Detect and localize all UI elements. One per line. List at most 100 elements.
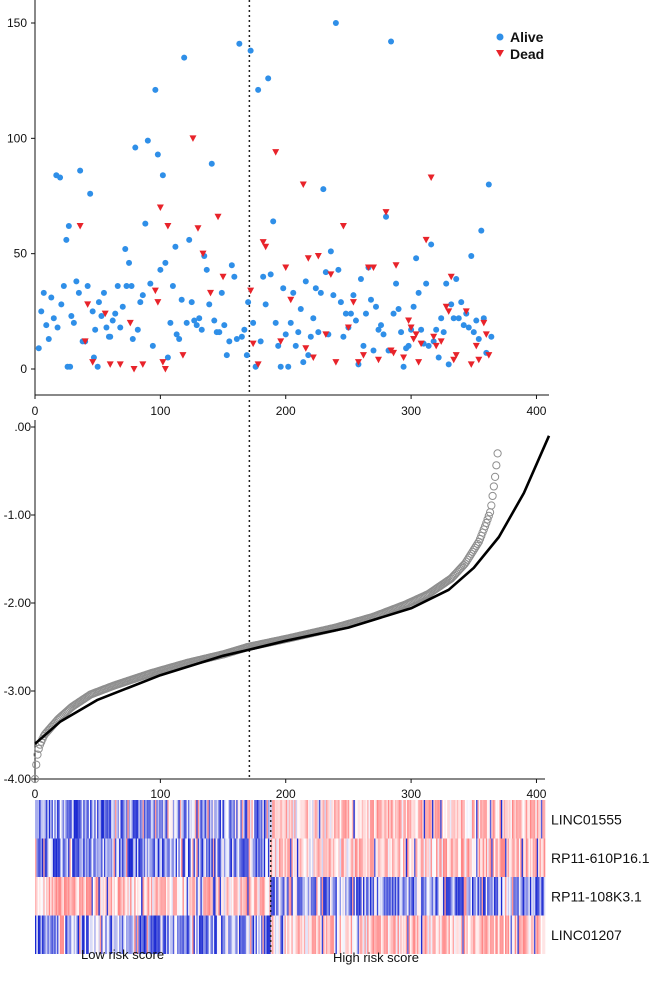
alive-point [262, 301, 269, 308]
heatmap-cell [51, 838, 54, 877]
heatmap-cell [338, 915, 340, 954]
heatmap-cell [95, 877, 98, 916]
heatmap-cell [84, 800, 87, 839]
heatmap-cell [363, 800, 365, 839]
heatmap-cell [138, 877, 141, 916]
alive-point [335, 266, 342, 273]
alive-point [405, 342, 412, 349]
heatmap-cell [454, 915, 456, 954]
heatmap-cell [189, 915, 192, 954]
heatmap-cell [43, 838, 45, 877]
heatmap-cell [120, 915, 123, 954]
heatmap-cell [313, 838, 316, 877]
heatmap-cell [536, 877, 539, 916]
heatmap-cell [314, 800, 317, 839]
heatmap-cell [41, 800, 44, 839]
heatmap-cell [55, 877, 58, 916]
heatmap-cell [280, 877, 283, 916]
heatmap-cell [299, 915, 302, 954]
alive-point [327, 248, 334, 255]
heatmap-cell [273, 877, 276, 916]
heatmap-cell [324, 838, 327, 877]
heatmap-cell [65, 800, 67, 839]
heatmap-cell [70, 838, 73, 877]
heatmap-cell [466, 800, 469, 839]
heatmap-cell [328, 877, 331, 916]
heatmap-cell [345, 800, 347, 839]
alive-point [112, 310, 119, 317]
heatmap-cell [132, 877, 135, 916]
heatmap-cell [454, 877, 456, 916]
alive-point [290, 289, 297, 296]
heatmap-cell [35, 800, 37, 839]
heatmap-cell [376, 877, 379, 916]
heatmap-cell [380, 915, 383, 954]
heatmap-cell [329, 877, 332, 916]
heatmap-cell [350, 915, 353, 954]
alive-point [250, 319, 257, 326]
heatmap-cell [436, 800, 438, 839]
heatmap-cell [186, 915, 189, 954]
heatmap-cell [301, 838, 303, 877]
heatmap-cell [470, 800, 473, 839]
alive-point [277, 363, 284, 370]
x-tick-label: 100 [150, 787, 170, 801]
heatmap-cell [341, 838, 343, 877]
heatmap-cell [254, 915, 256, 954]
heatmap-cell [509, 838, 511, 877]
heatmap-cell [347, 877, 350, 916]
heatmap-cell [398, 838, 401, 877]
heatmap-cell [425, 838, 427, 877]
heatmap-cell [237, 877, 240, 916]
heatmap-cell [536, 838, 539, 877]
heatmap-cell [212, 877, 215, 916]
risk-score-point [32, 760, 41, 769]
heatmap-cell [290, 915, 292, 954]
heatmap-cell [382, 800, 385, 839]
alive-point [73, 278, 80, 285]
alive-point [357, 276, 364, 283]
heatmap-cell [176, 800, 179, 839]
heatmap-cell [506, 800, 509, 839]
heatmap-cell [298, 877, 300, 916]
heatmap-cell [116, 800, 118, 839]
heatmap-cell [204, 800, 207, 839]
heatmap-cell [361, 800, 364, 839]
heatmap-cell [80, 877, 83, 916]
heatmap-cell [414, 838, 416, 877]
heatmap-cell [168, 800, 171, 839]
dead-point [405, 317, 413, 325]
fitted-curve [34, 435, 551, 745]
heatmap-cell [471, 915, 474, 954]
heatmap-cell [288, 838, 291, 877]
heatmap-cell [524, 915, 526, 954]
heatmap-cell [349, 877, 351, 916]
heatmap-cell [405, 915, 408, 954]
heatmap-cell [489, 838, 492, 877]
heatmap-cell [36, 800, 39, 839]
heatmap-cell [448, 838, 451, 877]
heatmap-cell [44, 915, 47, 954]
heatmap-cell [77, 877, 80, 916]
heatmap-cell [469, 838, 471, 877]
heatmap-cell [409, 915, 412, 954]
dead-point [364, 264, 372, 272]
alive-point [425, 342, 432, 349]
alive-point [388, 38, 395, 45]
heatmap-cell [542, 838, 544, 877]
heatmap-cell [241, 915, 244, 954]
alive-point [167, 319, 174, 326]
heatmap-cell [532, 877, 535, 916]
heatmap-cell [287, 877, 289, 916]
heatmap-cell [98, 838, 101, 877]
heatmap-cell [205, 800, 208, 839]
heatmap-cell [236, 915, 238, 954]
heatmap-cell [403, 838, 405, 877]
heatmap-cell [40, 915, 43, 954]
heatmap-cell [192, 915, 194, 954]
heatmap-cell [99, 838, 102, 877]
dead-point [472, 342, 480, 350]
heatmap-cell [139, 838, 142, 877]
alive-point [95, 299, 102, 306]
heatmap-cell [503, 915, 506, 954]
